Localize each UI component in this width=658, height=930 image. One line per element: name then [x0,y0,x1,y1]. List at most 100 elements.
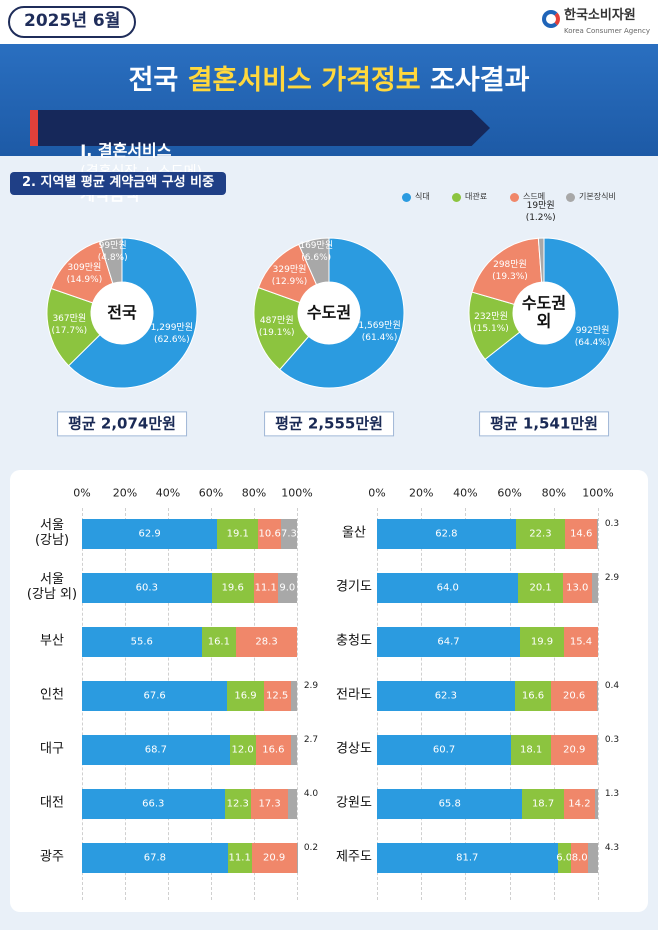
bar-label-outside: 0.4 [604,680,620,691]
bar-segment [377,843,558,873]
bar-segment [281,519,297,549]
bar-label: 16.1 [207,636,230,648]
bar-label: 62.3 [434,690,457,702]
bar-segment [563,627,598,657]
bar-segment [251,843,297,873]
title-highlight: 결혼서비스 가격정보 [187,65,421,96]
slice-percent: (6.6%) [301,253,332,264]
bar-label: 62.8 [435,528,458,540]
x-tick-label: 0% [73,486,91,500]
bar-segment [277,573,297,603]
bar-segment [377,789,523,819]
donut [253,237,405,389]
slice-percent: (14.9%) [66,275,103,286]
category-label: 대전 [40,795,64,811]
title-part: 조사결과 [430,65,530,96]
bar-segment [201,627,237,657]
donut-center-label: 수도권 [306,302,352,322]
slice-amount: 19만원 [526,200,555,211]
grid-line [598,508,599,900]
legend-label: 스드메 [523,192,546,201]
bar-label-outside: 2.9 [303,680,319,691]
category-label: 강원도 [336,795,372,811]
bar-label: 28.3 [255,636,278,648]
slice-percent: (1.2%) [525,212,556,223]
donut [46,237,198,389]
slice-percent: (15.1%) [473,324,509,335]
bar-segment [377,519,516,549]
bar-label-outside: 4.0 [303,788,319,799]
category-label: 경기도 [336,579,372,595]
bar-label-outside: 1.3 [604,788,620,799]
donut [468,237,620,389]
subsection-pill: 2. 지역별 평균 계약금액 구성 비중 [10,172,227,195]
average-label: 평균 2,074만원 [57,411,187,437]
legend-swatch [566,193,575,202]
bar-label: 66.3 [142,798,165,810]
bar-segment [518,573,563,603]
bar-label: 20.9 [262,852,286,864]
bar-segment [557,843,571,873]
legend-label: 식대 [415,192,430,201]
slice-percent: (12.9%) [271,276,308,287]
bar-segment [595,789,598,819]
title-part: 전국 [128,65,179,96]
legend-swatch [402,193,411,202]
bar-label: 9.0 [279,582,296,594]
bar-label: 18.7 [531,798,555,810]
bar-label-outside: 2.9 [604,572,620,583]
x-tick-label: 100% [281,486,313,500]
x-tick-label: 20% [112,486,138,500]
bar-label: 14.6 [570,528,593,540]
bar-segment [236,627,297,657]
category-label: 서울 (강남) [34,518,70,548]
bar-segment [562,573,592,603]
category-label: 서울 (강남 외) [26,572,78,602]
bar-segment [82,519,218,549]
donut-hole [298,282,360,344]
bar-segment [82,681,228,711]
donut-hole [513,282,575,344]
bar-label: 14.2 [568,798,591,810]
bar-segment [82,573,212,603]
average-label: 평균 2,555만원 [264,411,394,437]
section-bar [30,110,490,146]
bar-segment [377,627,520,657]
bar-segment [551,735,598,765]
slice-amount: 232만원 [474,312,508,323]
category-label: 부산 [40,633,64,649]
category-label: 대구 [40,741,64,757]
bar-segment [511,735,552,765]
bar-label: 20.6 [562,690,586,702]
bar-label: 16.9 [234,690,257,702]
bar-label: 81.7 [456,852,479,864]
x-tick-label: 80% [541,486,567,500]
slice-percent: (17.7%) [51,325,88,336]
donut-center-label: 전국 [107,302,137,322]
date-pill: 2025년 6월 [8,6,137,38]
slice-amount: 1,299만원 [150,322,193,333]
bar-label: 68.7 [144,744,167,756]
category-label: 충청도 [336,633,372,649]
bar-label: 7.3 [280,528,297,540]
org-name: 한국소비자원 [564,8,636,23]
donut-center-label: 수도권 외 [521,293,567,331]
bar-segment [596,681,598,711]
bar-segment [82,789,225,819]
bar-label: 22.3 [529,528,552,540]
bar-label: 17.3 [258,798,281,810]
slice-amount: 329만원 [272,264,307,275]
bar-segment [565,519,598,549]
slice-amount: 487만원 [259,315,294,326]
slice-amount: 169만원 [299,241,334,252]
slice-percent: (4.8%) [97,252,128,263]
category-label: 경상도 [336,741,372,757]
bar-label: 15.4 [569,636,593,648]
bar-segment [377,681,515,711]
legend-swatch [452,193,461,202]
bar-segment [551,681,597,711]
category-label: 전라도 [336,687,372,703]
bar-segment [514,681,552,711]
grid-line [297,508,298,900]
